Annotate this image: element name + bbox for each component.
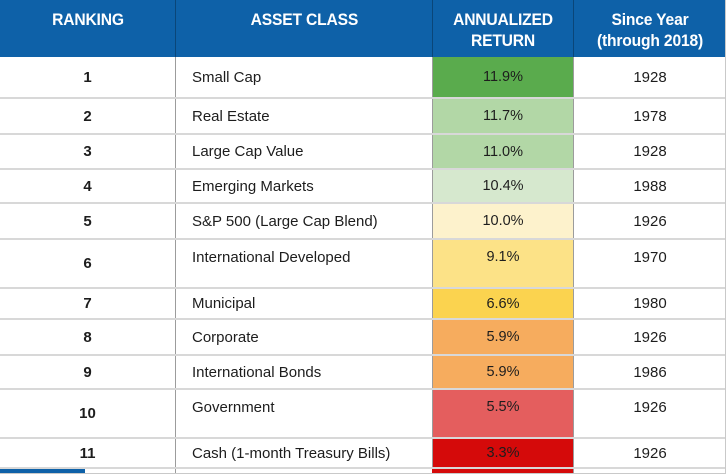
asset-class-cell: Real Estate	[175, 99, 432, 133]
year-cell: 1926	[573, 204, 725, 238]
year-cell: 1926	[573, 320, 725, 354]
header-annualized-return: ANNUALIZED RETURN	[432, 0, 573, 57]
header-ranking-label: RANKING	[51, 10, 124, 29]
return-cell: 5.5%	[432, 390, 573, 437]
header-asset-class-label: ASSET CLASS	[250, 10, 358, 29]
table-row: 2 Real Estate 11.7% 1978	[0, 97, 725, 133]
table-row: 8 Corporate 5.9% 1926	[0, 318, 725, 354]
header-annualized-return-label: ANNUALIZED RETURN	[453, 10, 553, 50]
return-cell: 10.4%	[432, 170, 573, 202]
ranking-cell: 6	[83, 255, 92, 272]
ranking-cell: 11	[79, 444, 96, 462]
return-cell: 10.0%	[432, 204, 573, 238]
ranking-cell: 9	[83, 363, 92, 381]
year-cell: 1978	[573, 99, 725, 133]
year-cell: 1970	[573, 240, 725, 287]
year-cell: 1980	[573, 289, 725, 318]
ranking-cell: 1	[83, 68, 92, 86]
table-header-row: RANKING ASSET CLASS ANNUALIZED RETURN Si…	[0, 0, 725, 57]
year-cell: 1928	[573, 135, 725, 168]
year-cell: 1926	[573, 439, 725, 467]
return-cell: 9.1%	[432, 240, 573, 287]
return-cell: 5.9%	[432, 320, 573, 354]
table-row: 11 Cash (1-month Treasury Bills) 3.3% 1926	[0, 437, 725, 467]
ranking-cell: 7	[83, 295, 92, 312]
asset-class-cell: Municipal	[175, 289, 432, 318]
asset-class-cell: Cash (1-month Treasury Bills)	[175, 439, 432, 467]
year-cell: 1988	[573, 170, 725, 202]
return-cell: 11.0%	[432, 135, 573, 168]
asset-class-cell: Large Cap Value	[175, 135, 432, 168]
table-row: 1 Small Cap 11.9% 1928	[0, 57, 725, 97]
return-cell: 3.3%	[432, 439, 573, 467]
table-row: 10 Government 5.5% 1926	[0, 388, 725, 437]
gridline	[573, 469, 574, 474]
table-row: 4 Emerging Markets 10.4% 1988	[0, 168, 725, 202]
return-cell: 6.6%	[432, 289, 573, 318]
ranking-cell: 10	[79, 405, 96, 422]
asset-class-cell: International Developed	[175, 240, 432, 287]
ranking-cell: 5	[83, 212, 92, 230]
table-row: 6 International Developed 9.1% 1970	[0, 238, 725, 287]
table-row: 3 Large Cap Value 11.0% 1928	[0, 133, 725, 168]
ranking-cell: 2	[83, 107, 92, 125]
table-row: 7 Municipal 6.6% 1980	[0, 287, 725, 318]
return-cell: 11.7%	[432, 99, 573, 133]
return-cell: 5.9%	[432, 356, 573, 388]
header-asset-class: ASSET CLASS	[175, 0, 432, 57]
table-body: 1 Small Cap 11.9% 1928 2 Real Estate 11.7% 1978…	[0, 57, 725, 467]
year-cell: 1986	[573, 356, 725, 388]
ranking-cell: 4	[83, 177, 92, 195]
asset-class-cell: International Bonds	[175, 356, 432, 388]
year-cell: 1926	[573, 390, 725, 437]
return-cell: 11.9%	[432, 57, 573, 97]
asset-class-cell: Small Cap	[175, 57, 432, 97]
cropped-bottom-strip	[0, 467, 725, 474]
header-since-year-label: Since Year (through 2018)	[596, 10, 704, 50]
ranking-cell: 8	[83, 328, 92, 346]
header-ranking: RANKING	[0, 0, 175, 57]
header-since-year: Since Year (through 2018)	[573, 0, 725, 57]
table-row: 5 S&P 500 (Large Cap Blend) 10.0% 1926	[0, 202, 725, 238]
asset-class-cell: S&P 500 (Large Cap Blend)	[175, 204, 432, 238]
asset-class-cell: Emerging Markets	[175, 170, 432, 202]
ranking-cell: 3	[83, 143, 92, 160]
cropped-blue-bar-fragment	[0, 469, 85, 474]
red-cell-overflow	[432, 469, 573, 473]
asset-class-cell: Corporate	[175, 320, 432, 354]
table-row: 9 International Bonds 5.9% 1986	[0, 354, 725, 388]
gridline	[175, 469, 176, 474]
asset-class-cell: Government	[175, 390, 432, 437]
year-cell: 1928	[573, 57, 725, 97]
